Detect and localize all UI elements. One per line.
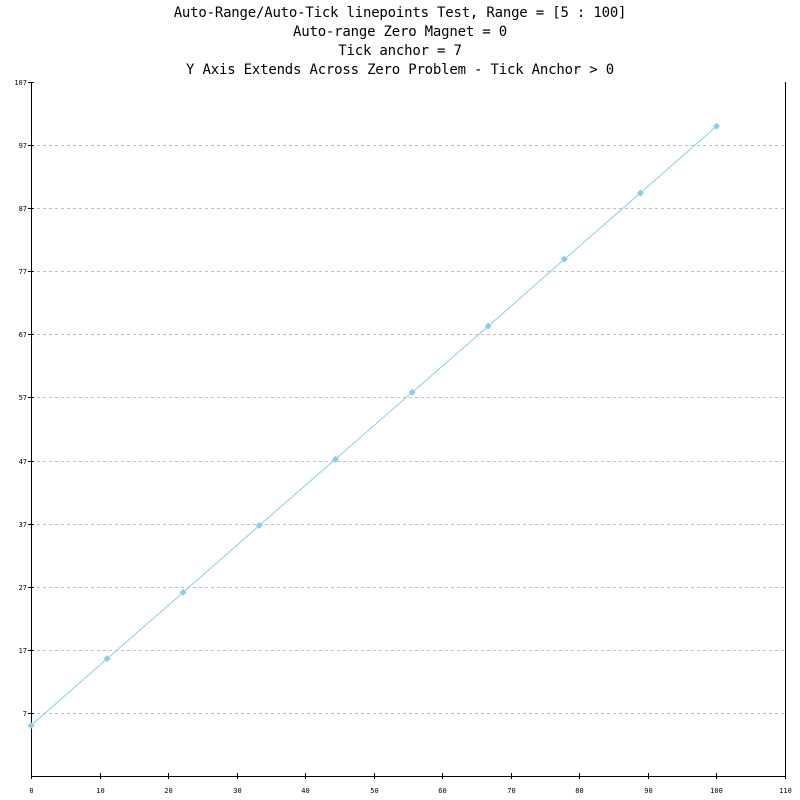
y-tick-label-1: 17 bbox=[19, 647, 27, 655]
x-tick-label-9: 90 bbox=[644, 787, 652, 795]
y-tick-label-4: 47 bbox=[19, 458, 27, 466]
y-tick-label-6: 67 bbox=[19, 331, 27, 339]
data-point-5 bbox=[408, 388, 416, 396]
y-tick-label-7: 77 bbox=[19, 268, 27, 276]
x-tick-label-6: 60 bbox=[438, 787, 446, 795]
data-point-8 bbox=[636, 189, 644, 197]
x-tick-label-2: 20 bbox=[164, 787, 172, 795]
x-tick-label-5: 50 bbox=[370, 787, 378, 795]
y-tick-label-8: 87 bbox=[19, 205, 27, 213]
y-tick-label-9: 97 bbox=[19, 142, 27, 150]
data-point-9 bbox=[712, 122, 720, 130]
x-tick-label-4: 40 bbox=[301, 787, 309, 795]
x-tick-label-10: 100 bbox=[710, 787, 723, 795]
x-tick-label-8: 80 bbox=[575, 787, 583, 795]
x-tick-label-0: 0 bbox=[29, 787, 33, 795]
title-line-2: Auto-range Zero Magnet = 0 bbox=[293, 24, 507, 40]
data-point-0 bbox=[27, 722, 35, 730]
y-tick-label-2: 27 bbox=[19, 584, 27, 592]
title-line-3: Tick anchor = 7 bbox=[338, 43, 462, 59]
data-point-4 bbox=[331, 455, 339, 463]
title-line-4: Y Axis Extends Across Zero Problem - Tic… bbox=[186, 62, 614, 78]
y-tick-label-5: 57 bbox=[19, 394, 27, 402]
x-tick-label-11: 110 bbox=[779, 787, 792, 795]
title-line-1: Auto-Range/Auto-Tick linepoints Test, Ra… bbox=[173, 5, 627, 21]
y-tick-label-10: 107 bbox=[14, 79, 27, 87]
x-tick-label-1: 10 bbox=[96, 787, 104, 795]
data-point-2 bbox=[179, 588, 187, 596]
y-tick-label-3: 37 bbox=[19, 521, 27, 529]
y-tick-label-0: 7 bbox=[23, 710, 27, 718]
chart-title: Auto-Range/Auto-Tick linepoints Test, Ra… bbox=[0, 4, 800, 80]
series-line bbox=[30, 125, 717, 726]
data-point-1 bbox=[103, 655, 111, 663]
data-point-6 bbox=[484, 322, 492, 330]
x-tick-label-3: 30 bbox=[233, 787, 241, 795]
x-tick-label-7: 70 bbox=[507, 787, 515, 795]
data-point-7 bbox=[560, 255, 568, 263]
data-point-3 bbox=[255, 522, 263, 530]
